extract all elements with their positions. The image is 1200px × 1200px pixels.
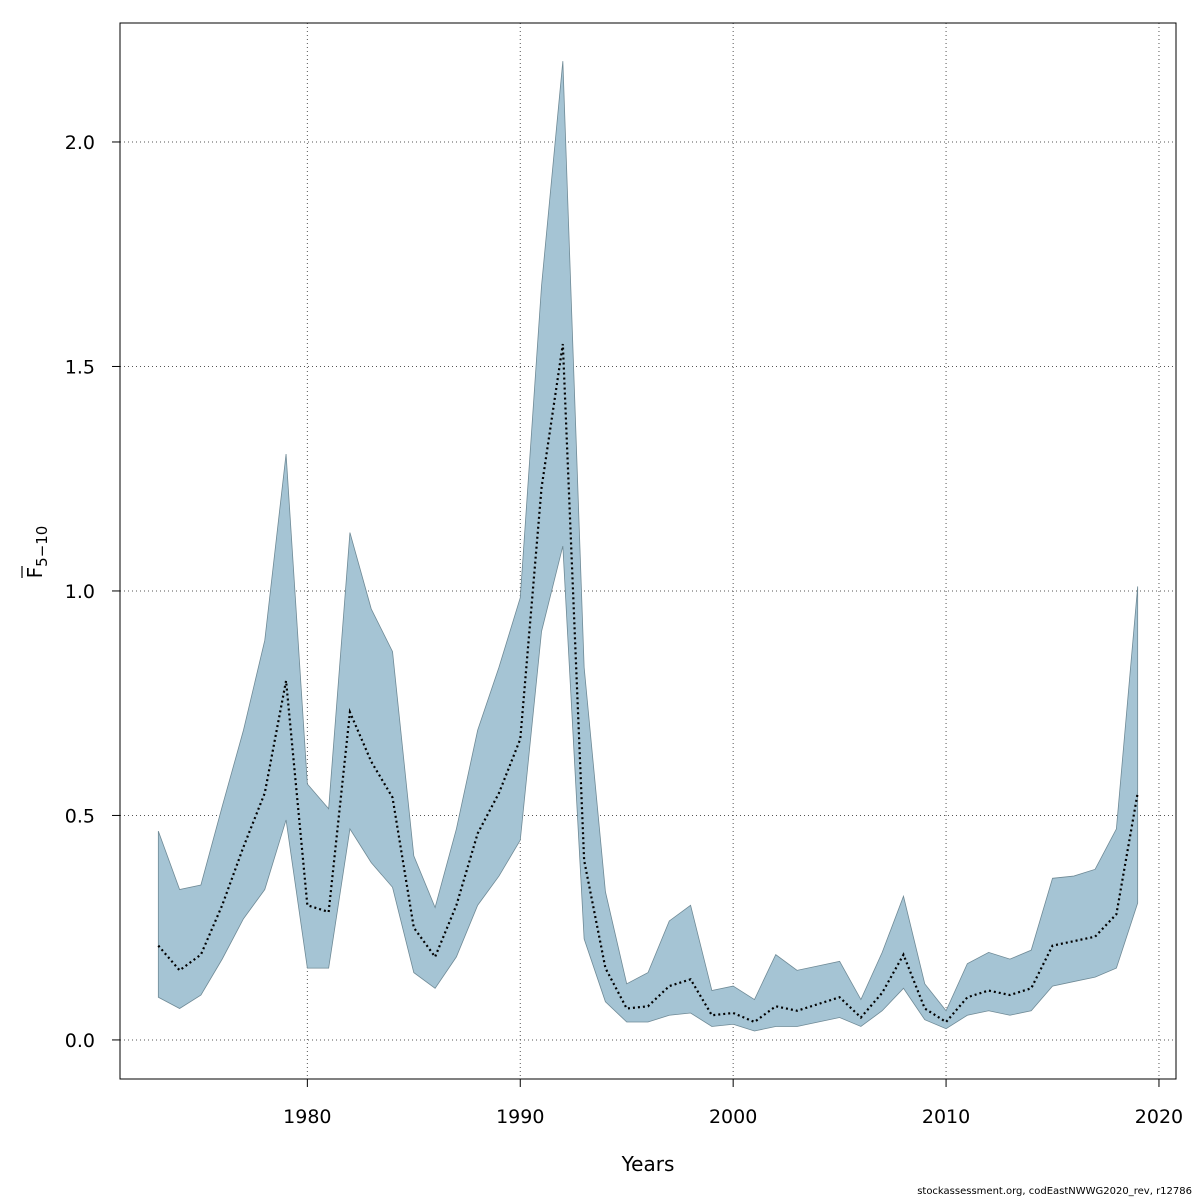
y-tick-label: 1.0 [65,581,95,603]
x-tick-label: 2010 [922,1106,970,1128]
x-tick-label: 1990 [496,1106,544,1128]
x-axis-title: Years [621,1152,675,1176]
y-axis-title-main: F [23,567,47,579]
axes: 1980 1990 2000 2010 2020 0.0 0.5 1.0 1.5 2.0 [65,22,1183,1128]
estimate-line-layer [157,343,1139,1024]
y-tick-label: 2.0 [65,132,95,154]
footer-credit: stockassessment.org, codEastNWWG2020_rev… [917,1186,1192,1197]
y-tick-label: 0.0 [65,1030,95,1052]
confidence-band [157,61,1139,1032]
y-tick-label: 0.5 [65,805,95,827]
y-axis-title: F5−10 [23,526,51,579]
x-tick-label: 1980 [283,1106,331,1128]
plot-frame [119,22,1177,1080]
x-tick-label: 2000 [709,1106,757,1128]
confidence-band-layer [157,61,1139,1032]
y-axis-title-subscript: 5−10 [33,526,51,567]
estimate-line [157,343,1139,1024]
x-tick-label: 2020 [1135,1106,1183,1128]
axis-labels: Years F5−10 [21,526,675,1176]
y-tick-label: 1.5 [65,356,95,378]
